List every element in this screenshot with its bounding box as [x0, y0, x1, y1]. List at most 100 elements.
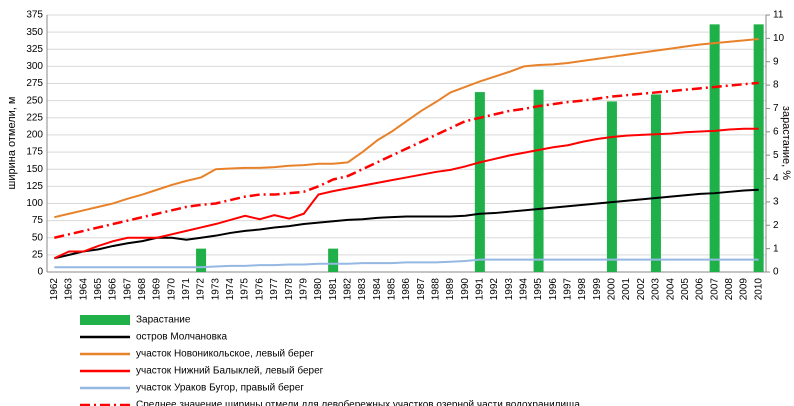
line [54, 81, 759, 239]
x-tick-label: 1992 [489, 278, 500, 301]
bar [753, 24, 764, 272]
x-tick-label: 2009 [739, 278, 750, 301]
legend-swatch [80, 315, 130, 325]
y-tick-label: 150 [26, 164, 43, 175]
y-tick-label: 325 [26, 44, 43, 55]
bar [709, 24, 720, 272]
y2-tick-label: 4 [773, 173, 779, 184]
y-tick-label: 25 [32, 250, 44, 261]
y2-tick-label: 9 [773, 56, 779, 67]
x-tick-label: 1989 [445, 278, 456, 301]
y-tick-label: 275 [26, 78, 43, 89]
x-tick-label: 1963 [64, 278, 75, 301]
y-tick-label: 75 [32, 215, 44, 226]
x-tick-label: 1982 [342, 278, 353, 301]
x-tick-label: 2002 [636, 278, 647, 301]
x-tick-label: 1990 [460, 278, 471, 301]
x-tick-label: 1977 [269, 278, 280, 301]
x-tick-label: 2004 [665, 278, 676, 301]
x-tick-label: 2010 [753, 278, 764, 301]
line [54, 37, 759, 219]
x-tick-label: 1994 [519, 278, 530, 301]
y-tick-label: 0 [37, 267, 43, 278]
y-tick-label: 100 [26, 198, 43, 209]
x-tick-label: 1988 [430, 278, 441, 301]
x-tick-label: 1964 [78, 278, 89, 301]
y2-tick-label: 2 [773, 220, 779, 231]
x-tick-label: 1969 [152, 278, 163, 301]
x-tick-label: 1971 [181, 278, 192, 301]
x-tick-label: 1978 [284, 278, 295, 301]
bar [650, 94, 661, 272]
x-tick-label: 2000 [607, 278, 618, 301]
y2-tick-label: 5 [773, 150, 779, 161]
x-tick-label: 1999 [592, 278, 603, 301]
y2-tick-label: 1 [773, 243, 779, 254]
y-tick-label: 175 [26, 147, 43, 158]
x-tick-label: 1973 [210, 278, 221, 301]
legend-label: участок Ураков Бугор, правый берег [136, 382, 304, 394]
x-tick-label: 1998 [577, 278, 588, 301]
x-tick-label: 2006 [695, 278, 706, 301]
y-tick-label: 225 [26, 112, 43, 123]
legend-label: участок Нижний Балыклей, левый берег [136, 365, 324, 377]
x-tick-label: 2003 [651, 278, 662, 301]
legend-label: Зарастание [136, 315, 191, 326]
x-tick-label: 1984 [372, 278, 383, 301]
y2-tick-label: 7 [773, 103, 779, 114]
x-tick-label: 1985 [386, 278, 397, 301]
x-tick-label: 2005 [680, 278, 691, 301]
y-tick-label: 375 [26, 10, 43, 21]
x-tick-label: 1981 [328, 278, 339, 301]
bar [606, 101, 617, 272]
x-tick-label: 1962 [49, 278, 60, 301]
y-tick-label: 250 [26, 95, 43, 106]
x-tick-label: 1991 [475, 278, 486, 301]
line [54, 258, 759, 269]
x-tick-label: 1974 [225, 278, 236, 301]
x-tick-label: 1966 [108, 278, 119, 301]
y-tick-label: 350 [26, 27, 43, 38]
x-tick-label: 1979 [298, 278, 309, 301]
x-tick-label: 1965 [93, 278, 104, 301]
x-tick-label: 2007 [709, 278, 720, 301]
x-tick-label: 1976 [254, 278, 265, 301]
y-axis-title: ширина отмели, м [6, 97, 18, 190]
y-tick-label: 300 [26, 61, 43, 72]
y-tick-label: 50 [32, 232, 44, 243]
x-tick-label: 1968 [137, 278, 148, 301]
x-tick-label: 2001 [621, 278, 632, 301]
y-tick-label: 125 [26, 181, 43, 192]
x-tick-label: 1997 [563, 278, 574, 301]
y2-tick-label: 11 [773, 10, 784, 21]
x-tick-label: 1967 [122, 278, 133, 301]
legend-label: Среднее значение ширины отмели для левоб… [136, 399, 580, 406]
x-tick-label: 1970 [166, 278, 177, 301]
y-tick-label: 200 [26, 130, 43, 141]
bar [474, 92, 485, 272]
x-tick-label: 1987 [416, 278, 427, 301]
y2-tick-label: 8 [773, 80, 779, 91]
x-tick-label: 1993 [504, 278, 515, 301]
y2-tick-label: 3 [773, 197, 779, 208]
bar [196, 248, 207, 272]
y2-tick-label: 6 [773, 126, 779, 137]
legend-label: участок Новоникольское, левый берег [136, 348, 314, 360]
x-tick-label: 2008 [724, 278, 735, 301]
line [54, 188, 759, 260]
x-tick-label: 1986 [401, 278, 412, 301]
x-tick-label: 1975 [240, 278, 251, 301]
x-tick-label: 1996 [548, 278, 559, 301]
x-tick-label: 1972 [196, 278, 207, 301]
x-tick-label: 1995 [533, 278, 544, 301]
x-tick-label: 1983 [357, 278, 368, 301]
legend-label: остров Молчановка [136, 332, 228, 343]
line [53, 127, 759, 260]
bar [533, 89, 544, 272]
y2-tick-label: 0 [773, 267, 779, 278]
x-tick-label: 1980 [313, 278, 324, 301]
bar [328, 248, 339, 272]
y2-axis-title: зарастание, % [780, 106, 792, 180]
y2-tick-label: 10 [773, 33, 785, 44]
